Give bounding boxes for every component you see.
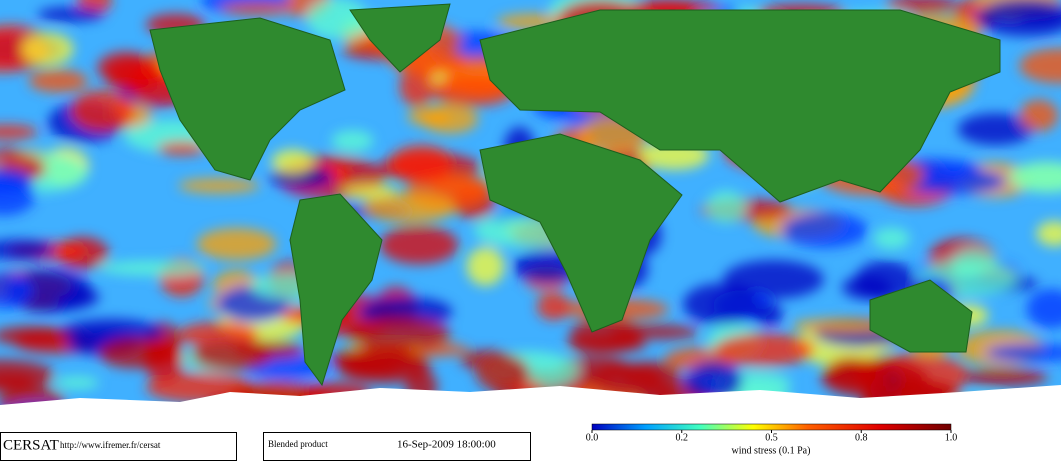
- wind-patch: [70, 89, 135, 132]
- wind-patch: [220, 2, 299, 16]
- wind-patch: [37, 6, 105, 23]
- wind-patch: [98, 337, 174, 369]
- wind-patch: [28, 69, 88, 93]
- wind-patch: [407, 107, 451, 126]
- wind-patch: [1036, 220, 1061, 247]
- colorbar-tick-label: 0.0: [586, 432, 599, 443]
- wind-patch: [569, 317, 643, 353]
- wind-patch: [196, 228, 277, 261]
- brand: CERSAT: [3, 437, 59, 453]
- wind-patch: [399, 65, 435, 107]
- colorbar-tick-label: 0.2: [676, 432, 689, 443]
- wind-patch: [590, 362, 664, 397]
- wind-patch: [379, 225, 459, 265]
- wind-patch: [821, 358, 928, 399]
- wind-patch: [1009, 161, 1061, 193]
- north-america: [149, 17, 346, 181]
- product: Blended product: [268, 439, 328, 449]
- wind-patch: [361, 193, 456, 223]
- wind-patch: [0, 326, 71, 346]
- wind-patch: [331, 130, 374, 152]
- australia: [869, 279, 973, 353]
- wind-patch: [0, 359, 55, 392]
- colorbar-tick-label: 0.5: [765, 432, 778, 443]
- antarctica: [0, 385, 1061, 432]
- colorbar-tick-label: 1.0: [945, 432, 958, 443]
- wind-patch: [342, 185, 398, 199]
- wind-patch: [0, 239, 55, 260]
- south-america: [289, 193, 383, 387]
- colorbar-tick-label: 0.8: [855, 432, 868, 443]
- wind-patch: [873, 227, 911, 250]
- wind-patch: [98, 260, 207, 276]
- greenland: [349, 3, 451, 73]
- wind-patch: [347, 316, 451, 351]
- wind-patch: [271, 149, 314, 175]
- wind-patch: [1019, 48, 1061, 84]
- brand-box: [0, 432, 237, 461]
- africa: [479, 133, 683, 333]
- wind-patch: [234, 340, 305, 360]
- wind-patch: [329, 345, 425, 375]
- wind-patch: [985, 343, 1061, 362]
- wind-patch: [723, 259, 824, 299]
- wind-patch: [713, 333, 815, 367]
- wind-patch: [157, 141, 207, 156]
- continents: [149, 3, 1001, 387]
- wind-patch: [0, 124, 39, 140]
- wind-patch: [885, 0, 958, 14]
- url: http://www.ifremer.fr/cersat: [60, 440, 161, 450]
- wind-patch: [536, 292, 571, 321]
- wind-patch: [178, 178, 260, 194]
- wind-patch: [753, 303, 784, 327]
- wind-patch: [957, 113, 1034, 146]
- wind-patch: [466, 246, 505, 286]
- wind-patch: [685, 360, 743, 402]
- wind-patch: [1026, 288, 1061, 329]
- wind-patch: [1017, 10, 1061, 24]
- wind-patch: [429, 177, 491, 196]
- wind-patch: [1019, 99, 1059, 132]
- eurasia: [479, 9, 1001, 203]
- wind-patch: [0, 168, 33, 194]
- wind-patch: [106, 58, 165, 93]
- wind-patch: [475, 354, 530, 392]
- product-box: [263, 432, 531, 461]
- wind-patch: [781, 212, 868, 248]
- wind-patch: [682, 283, 760, 326]
- wind-patch: [54, 376, 100, 390]
- wind-patch: [389, 144, 453, 183]
- timestamp: 16-Sep-2009 18:00:00: [397, 439, 496, 451]
- wind-patch: [962, 368, 1049, 386]
- wind-patch: [21, 32, 74, 66]
- colorbar: [591, 423, 952, 431]
- wind-patch: [0, 272, 34, 309]
- wind-patch: [706, 190, 746, 223]
- colorbar-label: wind stress (0.1 Pa): [732, 445, 811, 456]
